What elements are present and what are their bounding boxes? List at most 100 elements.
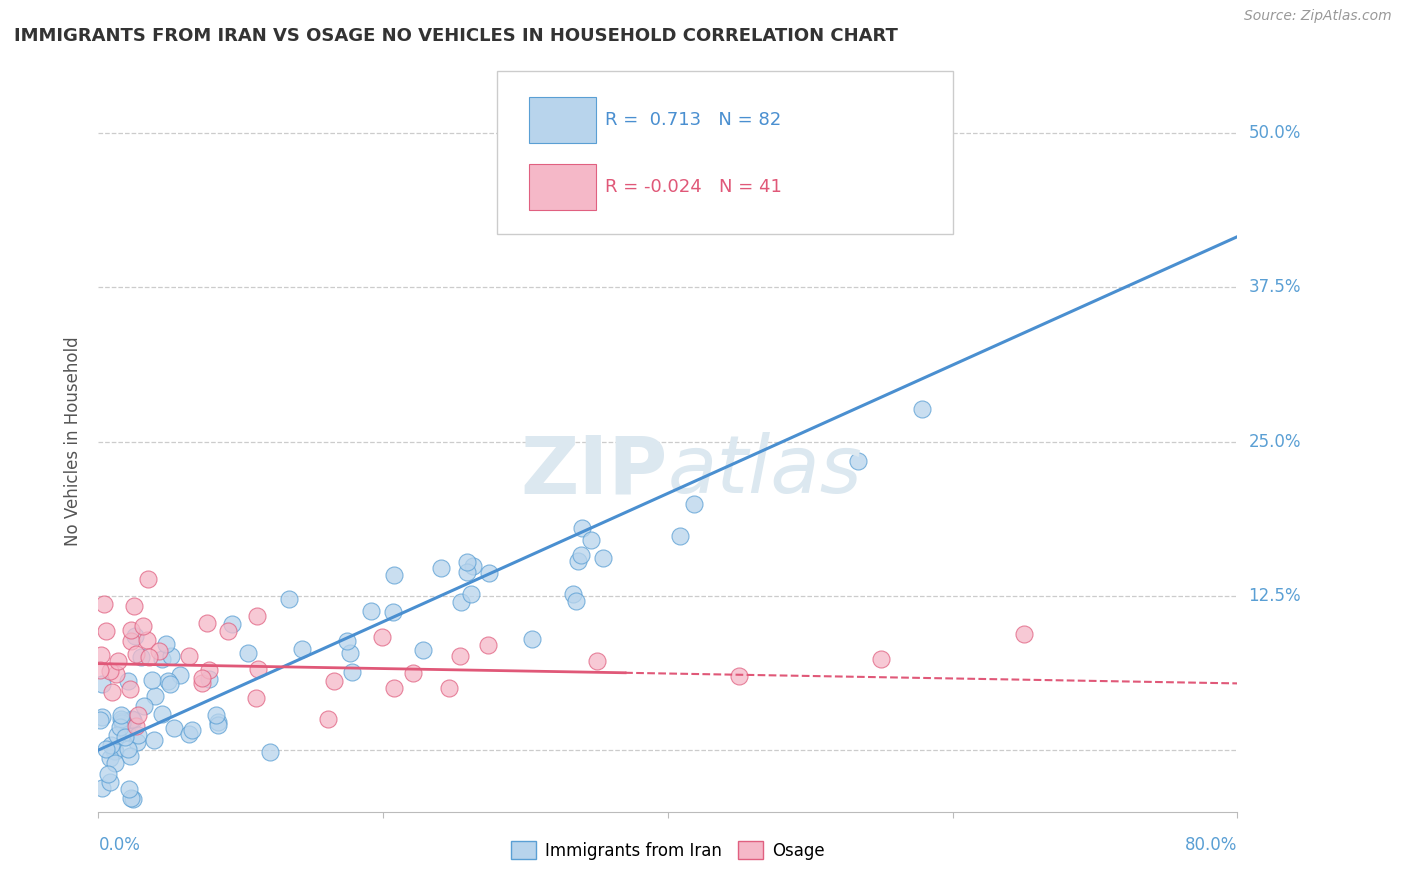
Point [571,521,593,535]
Point [100,738,122,752]
Point [97,766,120,780]
Point [316,712,339,726]
Point [124,629,146,643]
Point [89,663,111,677]
Point [142,733,165,747]
Point [207,718,229,732]
Point [125,719,148,733]
Point [245,690,267,705]
Point [138,649,160,664]
Point [94,742,117,756]
Point [125,735,148,749]
Point [205,708,228,723]
Point [136,632,159,647]
Point [160,648,183,663]
Point [848,454,870,468]
Point [195,616,218,631]
Point [152,652,174,666]
Point [91,676,114,690]
Point [370,630,392,644]
Point [110,708,132,723]
Point [125,648,148,662]
Point [360,604,382,618]
Point [450,595,472,609]
Point [156,674,179,689]
Point [437,681,460,696]
Point [115,725,138,739]
Text: R =  0.713   N = 82: R = 0.713 N = 82 [605,112,782,129]
Point [122,792,145,806]
Legend: Immigrants from Iran, Osage: Immigrants from Iran, Osage [505,835,831,866]
Point [198,672,221,686]
Point [155,637,177,651]
Point [169,668,191,682]
Point [127,728,149,742]
Point [870,120,893,134]
Text: ZIP: ZIP [520,432,668,510]
Point [93,597,115,611]
Point [107,654,129,668]
Point [585,654,607,668]
Y-axis label: No Vehicles in Household: No Vehicles in Household [65,336,83,547]
Point [728,668,751,682]
Point [163,721,186,735]
Point [104,744,127,758]
Point [323,673,346,688]
Point [477,638,499,652]
Text: atlas: atlas [668,432,863,510]
Point [136,572,159,586]
Point [94,624,117,638]
Point [340,665,363,680]
Point [592,551,614,566]
Point [120,681,142,696]
Point [124,599,146,614]
Point [91,709,114,723]
Point [221,616,243,631]
Point [429,561,451,575]
Point [103,756,125,770]
Point [90,648,112,662]
Point [134,698,156,713]
Point [1012,626,1035,640]
Point [460,587,482,601]
Text: 0.0%: 0.0% [98,837,141,855]
Point [870,652,893,666]
Point [382,568,405,582]
Point [520,632,543,646]
Point [911,402,934,417]
Point [108,720,131,734]
Point [150,706,173,721]
Point [562,587,585,601]
Point [579,533,602,548]
Point [100,685,122,699]
Point [179,648,201,663]
FancyBboxPatch shape [529,97,596,144]
Point [111,714,134,729]
Point [129,649,152,664]
Point [181,723,204,738]
Point [191,671,214,685]
Point [259,745,281,759]
Point [402,666,425,681]
Text: 12.5%: 12.5% [1249,587,1301,605]
Text: 25.0%: 25.0% [1249,433,1301,450]
Text: 37.5%: 37.5% [1249,278,1301,296]
Point [100,750,122,764]
Point [148,644,170,658]
Point [564,594,586,608]
Point [114,730,136,744]
Point [336,634,359,648]
Text: 80.0%: 80.0% [1185,837,1237,855]
Point [100,664,122,678]
Point [668,529,690,543]
Point [90,781,112,796]
Point [569,549,592,563]
Point [105,728,128,742]
Point [567,554,589,568]
Point [143,690,166,704]
Point [122,713,145,727]
Point [683,497,706,511]
Point [236,647,259,661]
Point [339,647,361,661]
Text: 50.0%: 50.0% [1249,124,1301,142]
